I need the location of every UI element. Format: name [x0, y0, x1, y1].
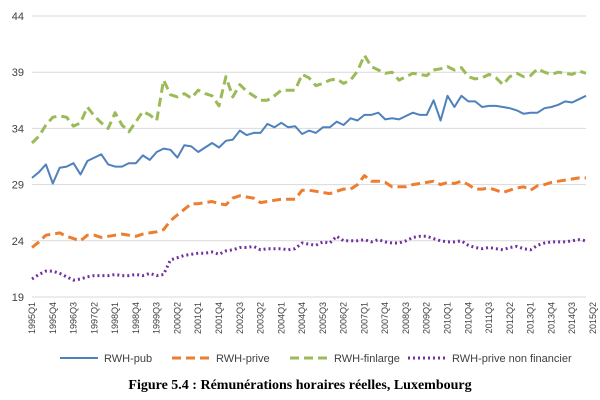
x-tick-label: 1998Q4: [131, 302, 141, 334]
y-tick-label: 24: [12, 236, 24, 248]
y-tick-label: 19: [12, 292, 24, 304]
x-tick-label: 1995Q1: [27, 302, 37, 334]
y-tick-label: 44: [12, 11, 24, 23]
gridlines: [32, 15, 586, 298]
x-tick-label: 2015Q2: [588, 302, 598, 334]
x-tick-label: 2001Q4: [214, 302, 224, 334]
x-tick-label: 2007Q1: [359, 302, 369, 334]
x-tick-label: 2012Q2: [505, 302, 515, 334]
x-tick-label: 2014Q3: [567, 302, 577, 334]
x-tick-label: 1996Q3: [69, 302, 79, 334]
y-tick-label: 34: [12, 123, 24, 135]
x-tick-label: 2013Q4: [546, 302, 556, 334]
x-tick-label: 2010Q4: [463, 302, 473, 334]
y-tick-label: 29: [12, 180, 24, 192]
x-tick-label: 2006Q2: [339, 302, 349, 334]
x-tick-label: 1998Q1: [110, 302, 120, 334]
x-tick-label: 2009Q2: [422, 302, 432, 334]
x-tick-label: 1997Q2: [89, 302, 99, 334]
y-tick-label: 39: [12, 67, 24, 79]
series-line-2: [30, 53, 587, 145]
x-tick-label: 2013Q1: [526, 302, 536, 334]
x-tick-label: 2005Q3: [318, 302, 328, 334]
figure-caption: Figure 5.4 : Rémunérations horaires réel…: [128, 378, 472, 393]
series-line-0: [31, 94, 587, 185]
x-axis-ticks: 1995Q1 1995Q4 1996Q3 1997Q2 1998Q1 1998Q4 1999…: [27, 302, 598, 334]
x-tick-label: 2002Q3: [235, 302, 245, 334]
x-tick-label: 2008Q3: [401, 302, 411, 334]
x-tick-label: 2001Q1: [193, 302, 203, 334]
legend: RWH-pub RWH-prive RWH-finlarge RWH-prive no…: [60, 353, 572, 365]
series-line-1: [31, 174, 586, 249]
x-tick-label: 2011Q3: [484, 302, 494, 333]
series-line-3: [31, 234, 587, 282]
series-lines: [30, 53, 587, 282]
legend-label-0: RWH-pub: [104, 353, 152, 365]
legend-label-3: RWH-prive non financier: [452, 353, 572, 365]
legend-label-1: RWH-prive: [216, 353, 270, 365]
legend-label-2: RWH-finlarge: [334, 353, 400, 365]
x-tick-label: 2000Q2: [172, 302, 182, 334]
x-tick-label: 2004Q4: [297, 302, 307, 334]
x-tick-label: 2003Q2: [256, 302, 266, 334]
y-axis-ticks: 19 24 29 34 39 44: [12, 11, 24, 304]
x-tick-label: 2004Q1: [276, 302, 286, 334]
x-tick-label: 1999Q3: [152, 302, 162, 334]
x-tick-label: 1995Q4: [48, 302, 58, 334]
x-tick-label: 2010Q1: [443, 302, 453, 334]
x-tick-label: 2007Q4: [380, 302, 390, 334]
